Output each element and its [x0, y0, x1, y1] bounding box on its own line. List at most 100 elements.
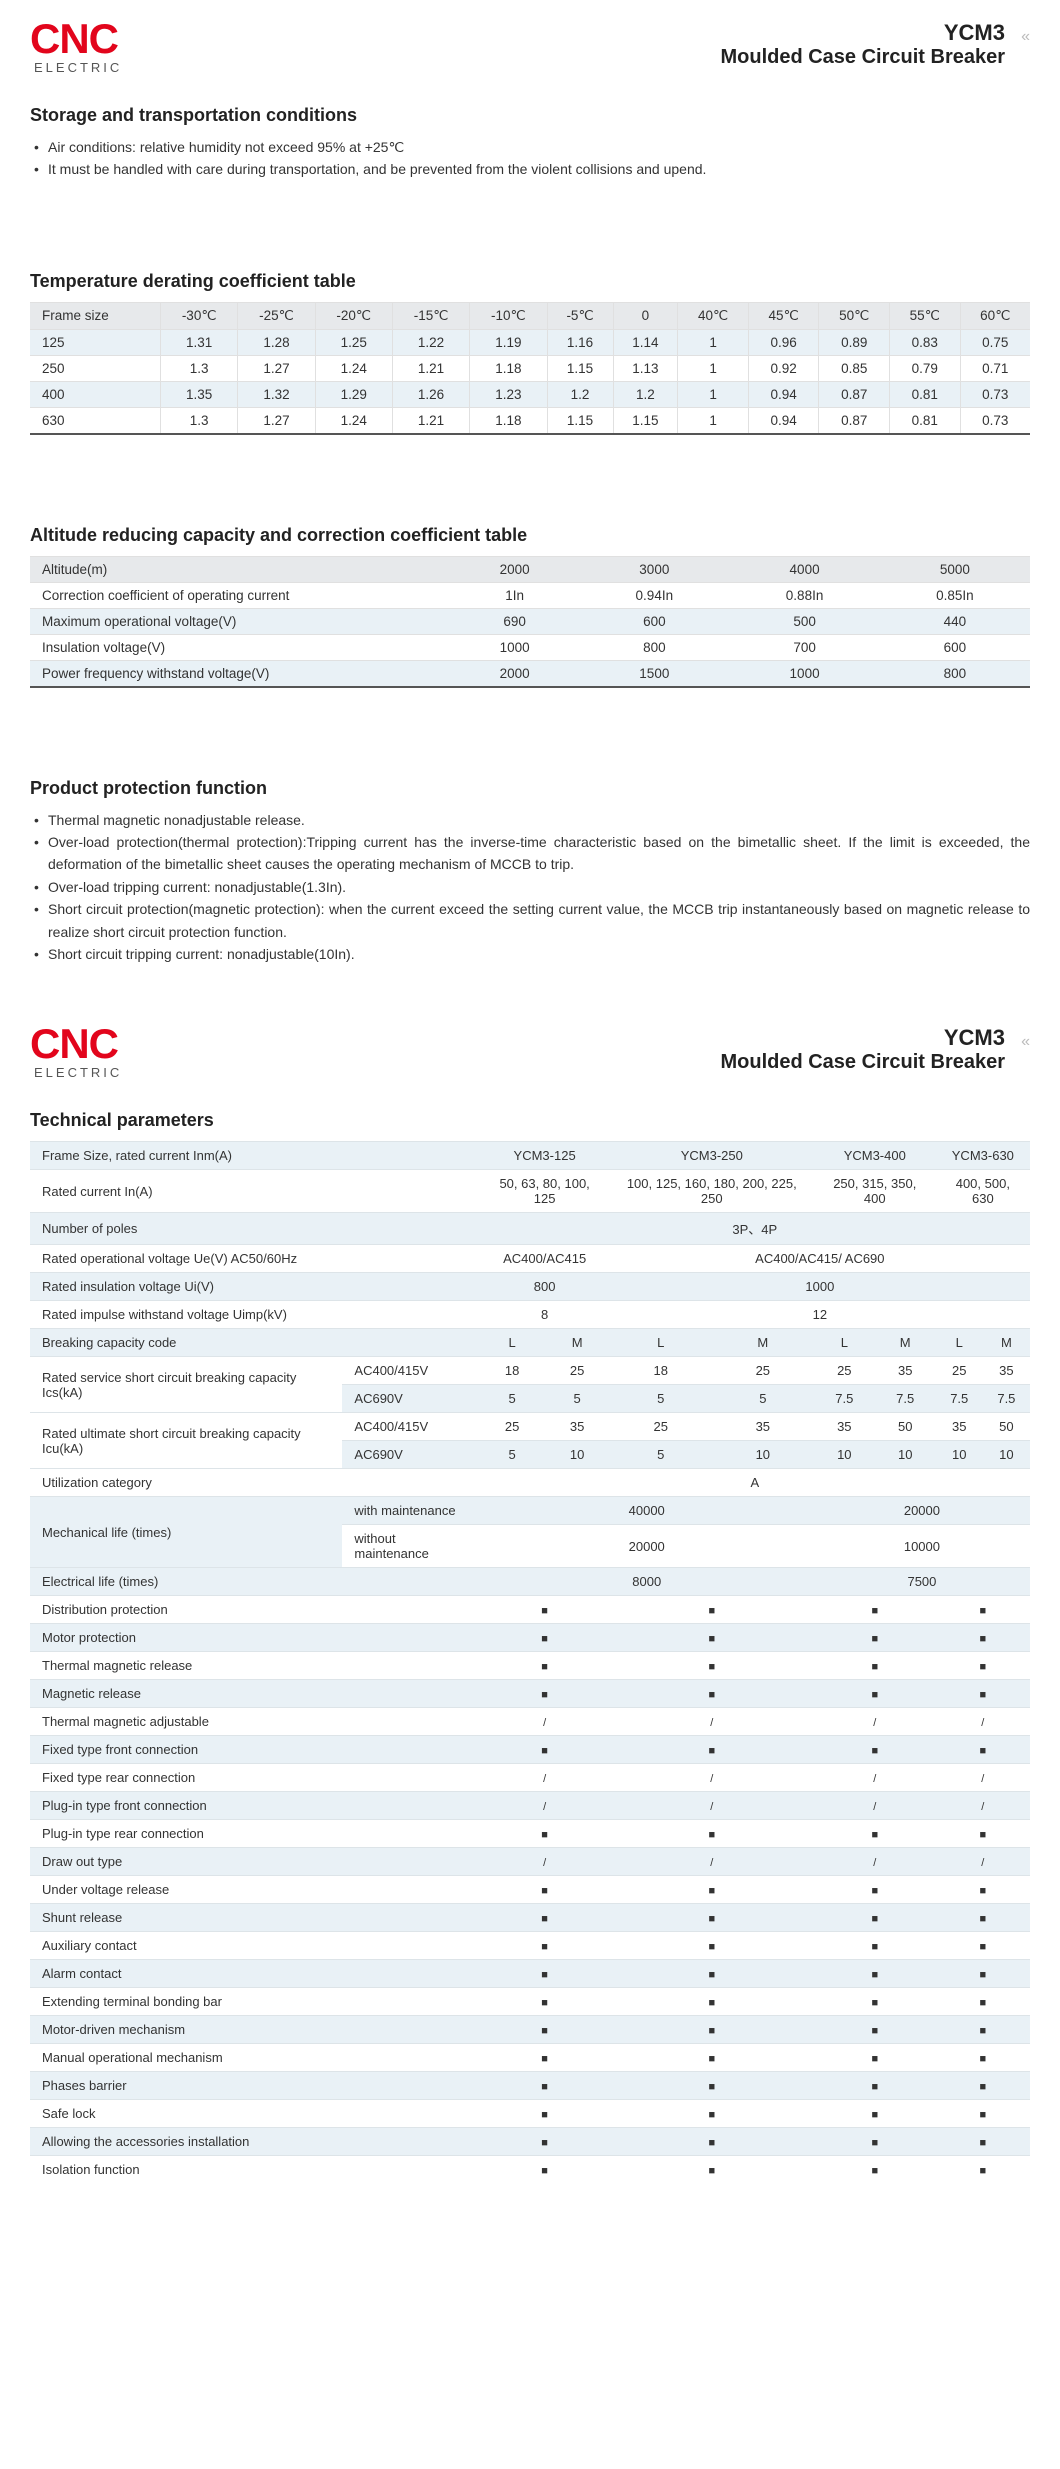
table-cell: ■ [814, 2072, 936, 2100]
table-cell: Rated operational voltage Ue(V) AC50/60H… [30, 1245, 480, 1273]
table-header: 2000 [450, 556, 579, 582]
derating-title: Temperature derating coefficient table [30, 271, 1030, 292]
table-cell: Plug-in type front connection [30, 1792, 480, 1820]
logo-main-2: CNC [30, 1025, 118, 1063]
table-cell: 35 [875, 1357, 936, 1385]
table-cell: 0.92 [748, 355, 819, 381]
product-desc-2: Moulded Case Circuit Breaker [720, 1051, 1005, 1074]
table-cell: 1.21 [392, 355, 469, 381]
table-cell: ■ [610, 2156, 814, 2184]
table-cell: ■ [936, 2100, 1030, 2128]
table-cell: 25 [936, 1357, 983, 1385]
table-cell: 35 [936, 1413, 983, 1441]
table-cell: 630 [30, 407, 161, 434]
table-cell: Manual operational mechanism [30, 2044, 480, 2072]
protection-list: Thermal magnetic nonadjustable release.O… [30, 809, 1030, 966]
table-cell: 700 [729, 634, 879, 660]
table-cell: 1.15 [547, 407, 613, 434]
table-cell: 10 [983, 1441, 1030, 1469]
table-header: Altitude(m) [30, 556, 450, 582]
table-cell: Magnetic release [30, 1680, 480, 1708]
table-header: Frame size [30, 302, 161, 329]
storage-title: Storage and transportation conditions [30, 105, 1030, 126]
table-header: -30℃ [161, 302, 238, 329]
table-cell: Rated ultimate short circuit breaking ca… [30, 1413, 342, 1469]
table-cell: Breaking capacity code [30, 1329, 480, 1357]
header-2: CNC ELECTRIC YCM3 Moulded Case Circuit B… [30, 1025, 1030, 1080]
table-cell: ■ [480, 1680, 610, 1708]
table-cell: ■ [814, 2156, 936, 2184]
table-header: -20℃ [315, 302, 392, 329]
table-cell: Utilization category [30, 1469, 480, 1497]
table-header: -15℃ [392, 302, 469, 329]
table-cell: 8000 [480, 1568, 814, 1596]
table-cell: ■ [610, 1680, 814, 1708]
table-cell: 5 [610, 1441, 712, 1469]
table-cell: ■ [480, 1960, 610, 1988]
table-cell: ■ [936, 1876, 1030, 1904]
bullet-item: Air conditions: relative humidity not ex… [30, 136, 1030, 158]
table-cell: Mechanical life (times) [30, 1497, 342, 1568]
table-cell: 1.15 [613, 407, 678, 434]
table-cell: 1.21 [392, 407, 469, 434]
table-cell: L [936, 1329, 983, 1357]
table-cell: 7.5 [936, 1385, 983, 1413]
table-cell: 18 [610, 1357, 712, 1385]
table-cell: ■ [936, 1932, 1030, 1960]
table-cell: Shunt release [30, 1904, 480, 1932]
table-cell: Electrical life (times) [30, 1568, 480, 1596]
table-cell: ■ [480, 1932, 610, 1960]
logo-2: CNC ELECTRIC [30, 1025, 122, 1080]
table-cell: / [936, 1792, 1030, 1820]
table-cell: 0.83 [889, 329, 960, 355]
table-cell: / [814, 1792, 936, 1820]
table-cell: Motor-driven mechanism [30, 2016, 480, 2044]
table-cell: Rated impulse withstand voltage Uimp(kV) [30, 1301, 480, 1329]
table-cell: ■ [610, 1932, 814, 1960]
table-cell: Alarm contact [30, 1960, 480, 1988]
table-cell: 0.87 [819, 381, 890, 407]
table-cell: 7.5 [875, 1385, 936, 1413]
table-cell: ■ [480, 1596, 610, 1624]
logo-main: CNC [30, 20, 118, 58]
table-cell: ■ [480, 1652, 610, 1680]
bullet-item: Over-load protection(thermal protection)… [30, 831, 1030, 876]
table-cell: 500 [729, 608, 879, 634]
table-cell: Safe lock [30, 2100, 480, 2128]
table-cell: ■ [610, 1736, 814, 1764]
table-cell: Extending terminal bonding bar [30, 1988, 480, 2016]
table-cell: Phases barrier [30, 2072, 480, 2100]
tech-title: Technical parameters [30, 1110, 1030, 1131]
table-header: 55℃ [889, 302, 960, 329]
table-cell: 0.85In [880, 582, 1030, 608]
bullet-item: Over-load tripping current: nonadjustabl… [30, 876, 1030, 898]
table-cell: 1.2 [547, 381, 613, 407]
table-cell: / [480, 1764, 610, 1792]
table-cell: 0.96 [748, 329, 819, 355]
table-cell: 1 [678, 407, 749, 434]
table-cell: 5 [480, 1385, 545, 1413]
table-cell: ■ [814, 1876, 936, 1904]
table-cell: 690 [450, 608, 579, 634]
table-cell: ■ [480, 1988, 610, 2016]
table-header: 40℃ [678, 302, 749, 329]
table-cell: ■ [814, 1624, 936, 1652]
table-cell: 50, 63, 80, 100, 125 [480, 1170, 610, 1213]
table-cell: L [814, 1329, 875, 1357]
table-header: 60℃ [960, 302, 1030, 329]
page-1: CNC ELECTRIC YCM3 Moulded Case Circuit B… [0, 0, 1060, 1005]
table-cell: / [610, 1848, 814, 1876]
table-cell: ■ [936, 2072, 1030, 2100]
table-cell: Auxiliary contact [30, 1932, 480, 1960]
table-cell: A [480, 1469, 1030, 1497]
bullet-item: It must be handled with care during tran… [30, 158, 1030, 180]
table-cell: Plug-in type rear connection [30, 1820, 480, 1848]
table-cell: ■ [610, 1820, 814, 1848]
logo-sub: ELECTRIC [34, 60, 122, 75]
table-cell: ■ [814, 1596, 936, 1624]
product-desc: Moulded Case Circuit Breaker [720, 46, 1005, 69]
table-cell: ■ [936, 1736, 1030, 1764]
chevron-icon-2: « [1021, 1033, 1030, 1051]
table-cell: / [610, 1708, 814, 1736]
table-cell: 0.94In [579, 582, 729, 608]
